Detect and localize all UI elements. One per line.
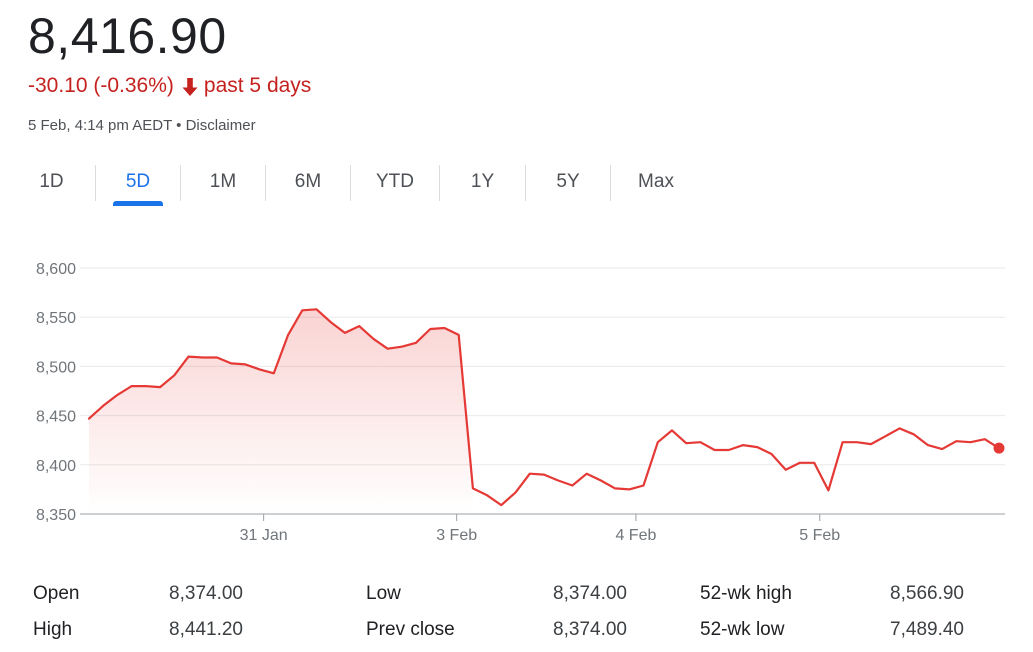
- tab-divider: [525, 165, 526, 201]
- stat-label-open: Open: [33, 583, 80, 604]
- tab-divider: [180, 165, 181, 201]
- stat-label-prev-close: Prev close: [366, 619, 455, 640]
- stat-value-52wk-high: 8,566.90: [890, 583, 964, 604]
- price-line: [87, 308, 1001, 507]
- tab-ytd[interactable]: YTD: [376, 171, 414, 192]
- tab-divider: [610, 165, 611, 201]
- stats-table: Open 8,374.00 High 8,441.20 Low 8,374.00…: [0, 576, 1033, 652]
- current-price: 8,416.90: [28, 8, 227, 64]
- tab-divider: [350, 165, 351, 201]
- y-tick-label: 8,350: [36, 507, 76, 524]
- change-period: past 5 days: [203, 74, 312, 97]
- price-change-line: -30.10 (-0.36%) past 5 days: [28, 72, 311, 100]
- y-tick-label: 8,500: [36, 359, 76, 376]
- y-tick-label: 8,450: [36, 409, 76, 426]
- tab-divider: [265, 165, 266, 201]
- price-chart-svg[interactable]: 8,350 8,400 8,450 8,500 8,550 8,600 31 Jan 3 F…: [0, 230, 1033, 560]
- stat-value-high: 8,441.20: [169, 619, 243, 640]
- tab-5d[interactable]: 5D: [96, 162, 180, 206]
- disclaimer-link[interactable]: Disclaimer: [185, 117, 256, 134]
- stat-label-low: Low: [366, 583, 401, 604]
- timestamp-line: 5 Feb, 4:14 pm AEDT • Disclaimer: [28, 116, 256, 136]
- tab-divider: [439, 165, 440, 201]
- stat-label-52wk-high: 52-wk high: [700, 583, 792, 604]
- y-tick-label: 8,400: [36, 458, 76, 475]
- tab-5y[interactable]: 5Y: [556, 171, 580, 192]
- tab-6m[interactable]: 6M: [294, 171, 322, 192]
- current-price-dot: [993, 442, 1005, 454]
- stat-value-52wk-low: 7,489.40: [890, 619, 964, 640]
- price-chart[interactable]: 8,350 8,400 8,450 8,500 8,550 8,600 31 Jan 3 F…: [0, 230, 1033, 560]
- tab-max[interactable]: Max: [638, 171, 674, 192]
- y-tick-label: 8,600: [36, 261, 76, 278]
- stat-label-high: High: [33, 619, 73, 640]
- price-change: -30.10 (-0.36%): [28, 74, 174, 97]
- x-tick-label: 5 Feb: [799, 527, 840, 544]
- arrow-down-icon: [180, 75, 200, 97]
- y-tick-label: 8,550: [36, 310, 76, 327]
- x-tick-label: 4 Feb: [615, 527, 656, 544]
- stat-value-prev-close: 8,374.00: [553, 619, 627, 640]
- separator: •: [176, 117, 182, 134]
- stat-label-52wk-low: 52-wk low: [700, 619, 785, 640]
- x-tick-label: 31 Jan: [240, 527, 288, 544]
- tab-1y[interactable]: 1Y: [470, 171, 495, 192]
- x-tick-label: 3 Feb: [436, 527, 477, 544]
- tab-1d[interactable]: 1D: [39, 171, 64, 192]
- timestamp: 5 Feb, 4:14 pm AEDT: [28, 117, 172, 134]
- stat-value-open: 8,374.00: [169, 583, 243, 604]
- price-area: [89, 309, 473, 514]
- stat-value-low: 8,374.00: [553, 583, 627, 604]
- range-tabs: 1D 5D 1M 6M YTD 1Y 5Y Max: [8, 162, 701, 206]
- tab-1m[interactable]: 1M: [209, 171, 237, 192]
